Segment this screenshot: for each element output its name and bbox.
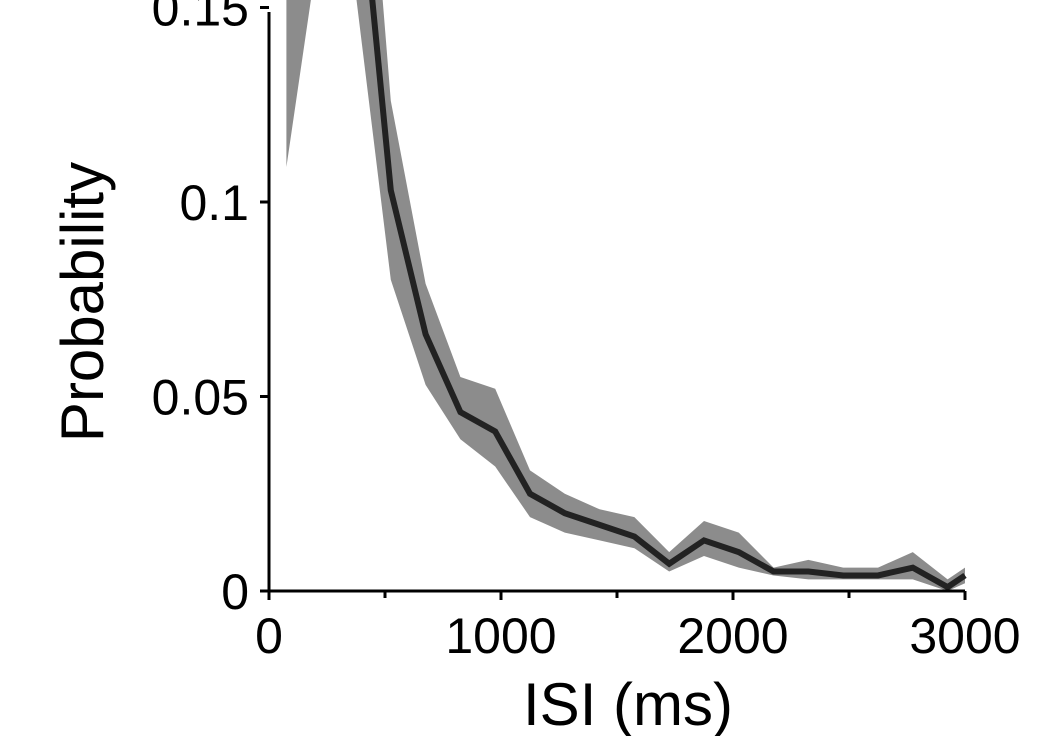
plot-area: [286, 0, 967, 591]
x-axis-label: ISI (ms): [523, 671, 733, 736]
x-tick-label: 3000: [909, 608, 1020, 664]
x-tick-label: 1000: [445, 608, 556, 664]
y-axis-label: Probability: [49, 162, 116, 442]
y-tick-label: 0: [221, 564, 249, 620]
y-tick-label: 0.05: [152, 370, 249, 426]
error-band: [286, 0, 965, 591]
x-tick-label: 0: [255, 608, 283, 664]
y-ticks: 00.050.10.150.20.25: [152, 0, 269, 620]
x-ticks: 0 1000 2000 3000: [255, 591, 1021, 664]
y-tick-label: 0.1: [179, 175, 249, 231]
y-tick-label: 0.15: [152, 0, 249, 37]
x-tick-label: 2000: [677, 608, 788, 664]
mean-line: [369, 0, 967, 591]
